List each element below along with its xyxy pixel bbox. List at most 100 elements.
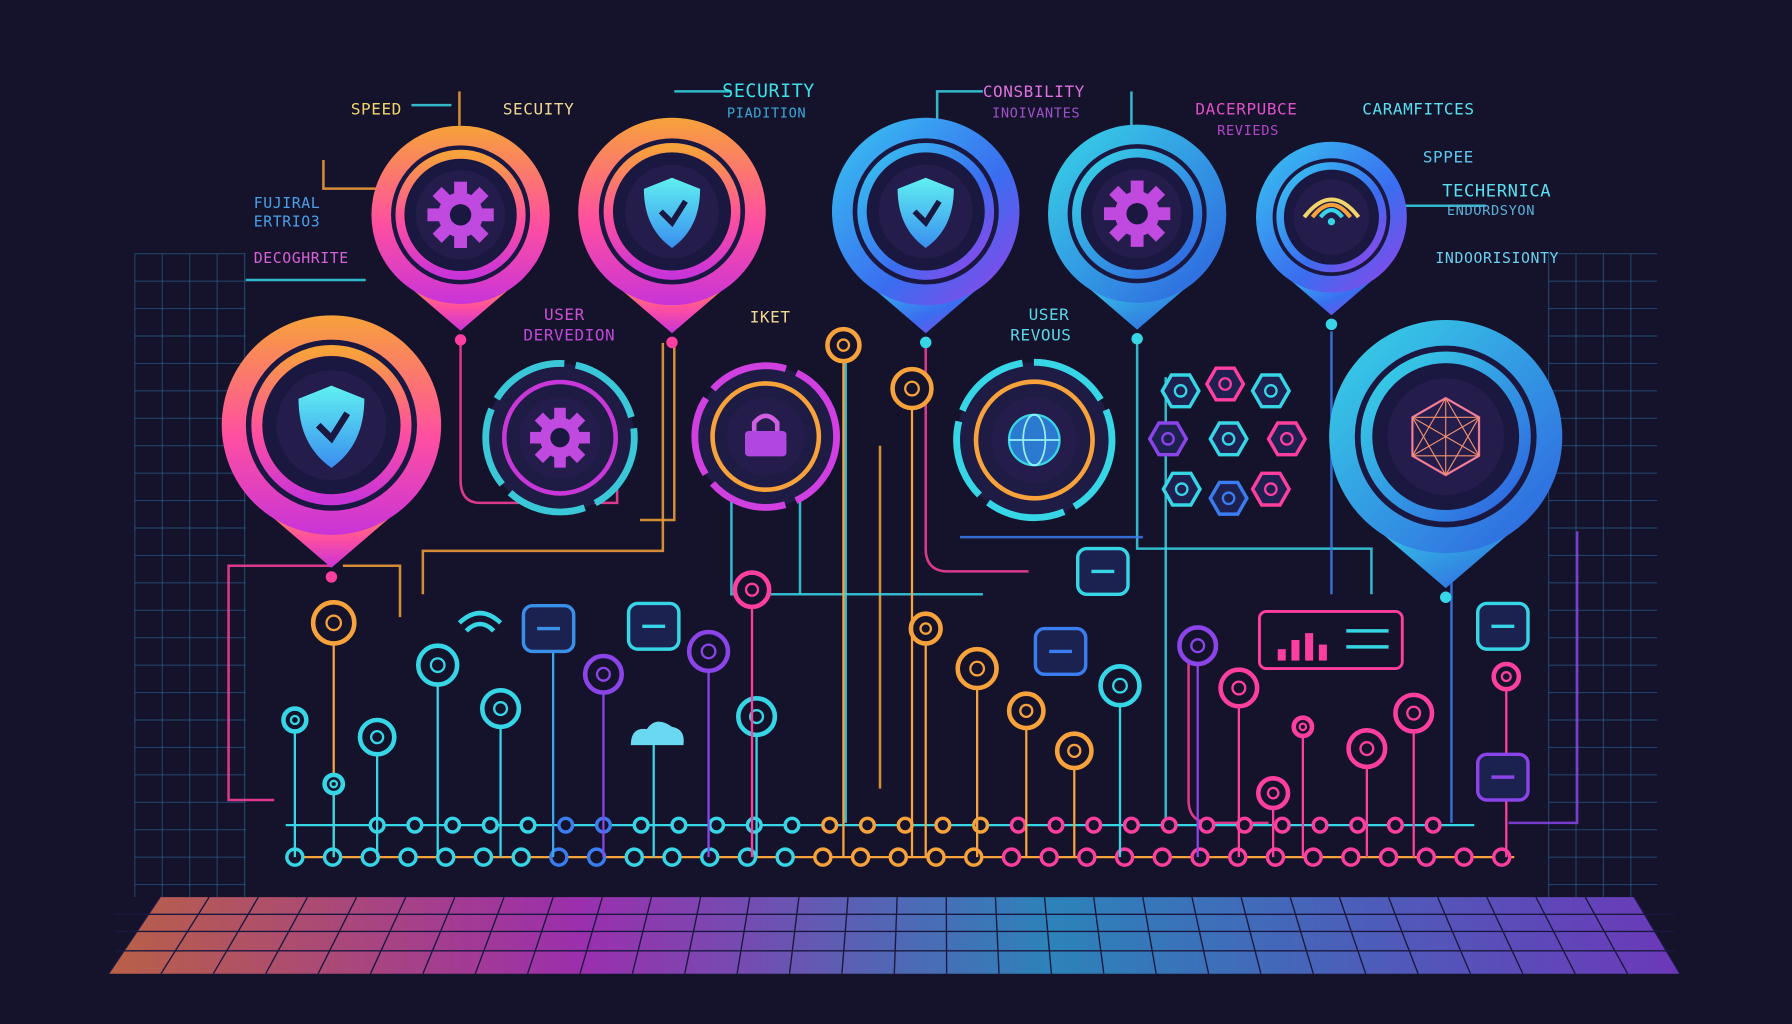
small-icon-glyph (744, 582, 760, 597)
small-icon-glyph (1500, 671, 1512, 683)
check-mark (315, 411, 351, 444)
floor-line (265, 896, 309, 975)
label-user-revous-sub: REVOUS (1010, 326, 1071, 345)
hex-icon (1208, 480, 1249, 516)
chart-bar (1277, 649, 1286, 661)
bus-node (858, 816, 876, 834)
shield-shape (897, 177, 954, 248)
wifi-small-icon (457, 610, 503, 633)
pin-inner-ring (395, 149, 526, 280)
bus-node (775, 847, 795, 867)
network-edge (1445, 397, 1480, 418)
small-icon-glyph (969, 660, 986, 677)
gear-hole (449, 204, 472, 226)
check-mark (658, 199, 688, 228)
pin-core (1293, 179, 1370, 255)
hex-glyph (1173, 384, 1188, 398)
small-icon-glyph (1067, 743, 1082, 758)
label-fujiral-sub: ERTRIO3 (254, 212, 321, 230)
hex-glyph (1264, 482, 1278, 496)
label-iket: IKET (750, 307, 791, 326)
label-techernica-sub: ENDORDSYON (1447, 203, 1535, 219)
label-user-dervedion-sub: DERVEDION (523, 326, 615, 345)
wire (924, 342, 1029, 573)
labels: SPEED SECUITY FUJIRAL ERTRIO3 DECOGHRITE… (254, 81, 1559, 344)
pin-inner-ring (1072, 148, 1203, 279)
small-icon-node (1006, 691, 1046, 731)
small-icon-node (732, 570, 772, 610)
hex-icon (1208, 421, 1249, 457)
small-icon-glyph (289, 714, 300, 726)
label-user-revous: USER (1029, 305, 1070, 324)
bus-node (624, 847, 644, 867)
cloud-icon (630, 721, 684, 746)
medallion-inner-ring (502, 379, 618, 496)
gear-tooth (554, 407, 566, 423)
bus-node (964, 847, 984, 867)
chart-bar (1291, 640, 1300, 661)
bus-node (444, 816, 462, 834)
small-icon-node (582, 653, 624, 695)
floor-line (1191, 896, 1210, 974)
small-icon-node (357, 717, 397, 757)
bus-node (1009, 816, 1027, 834)
small-icon-node (480, 688, 522, 730)
small-icon-node (281, 706, 309, 734)
bus-node (783, 816, 801, 834)
wire (730, 480, 983, 596)
bus-node (557, 816, 575, 834)
gear-tooth (554, 453, 566, 468)
label-dacerpubce-sub: REVIEDS (1217, 123, 1279, 139)
circuit-wires (227, 90, 1579, 825)
hex-glyph (1174, 482, 1189, 496)
small-icon-glyph (749, 709, 765, 725)
floor-line (474, 896, 505, 974)
pin-anchor-dot (666, 336, 678, 349)
wire (935, 90, 983, 126)
floor-line (994, 897, 1000, 974)
small-icon-glyph (1019, 703, 1034, 718)
floor-line (369, 896, 407, 975)
hex-glyph (1218, 377, 1232, 391)
small-icon-node (686, 629, 731, 674)
network-edge (1411, 417, 1447, 476)
bus-node (549, 847, 569, 867)
floor-line (1043, 897, 1053, 974)
small-icon-node (955, 646, 999, 691)
label-consbility: CONSBILITY (983, 82, 1085, 101)
bus-node (896, 816, 914, 834)
pin-inner-ring (251, 345, 412, 506)
floor-line (526, 896, 554, 974)
label-security: SECURITY (722, 81, 815, 102)
small-icon-node (322, 772, 346, 796)
hex-icon (1250, 373, 1292, 409)
bus-node (586, 847, 607, 867)
pin-inner-ring (603, 143, 741, 280)
bus-node (406, 816, 424, 834)
map-pin (371, 125, 550, 346)
small-icon-node (1491, 661, 1522, 692)
floor-line (1437, 896, 1472, 974)
map-pin (1048, 124, 1227, 345)
small-icon-node (890, 366, 934, 411)
bus-node (1122, 816, 1140, 834)
bus-node (632, 816, 650, 834)
bus-node (519, 816, 537, 834)
small-icon-glyph (1231, 680, 1247, 696)
bus-node (1311, 816, 1329, 834)
bus-node (1424, 816, 1442, 834)
wire (322, 160, 378, 190)
hex-icon (1204, 366, 1246, 402)
small-icon-node (1291, 715, 1315, 739)
floor-line (1093, 897, 1105, 974)
small-icon-node (1218, 667, 1260, 709)
bus-node (745, 816, 763, 834)
floor-plane (108, 897, 1681, 974)
floor-line (317, 896, 358, 975)
bus-node (1303, 847, 1323, 867)
medallions (482, 358, 1116, 522)
label-user-dervedion: USER (544, 305, 585, 324)
label-dacerpubce: DACERPUBCE (1195, 99, 1297, 118)
hex-icon (1147, 421, 1189, 457)
network-edge (1445, 455, 1480, 476)
